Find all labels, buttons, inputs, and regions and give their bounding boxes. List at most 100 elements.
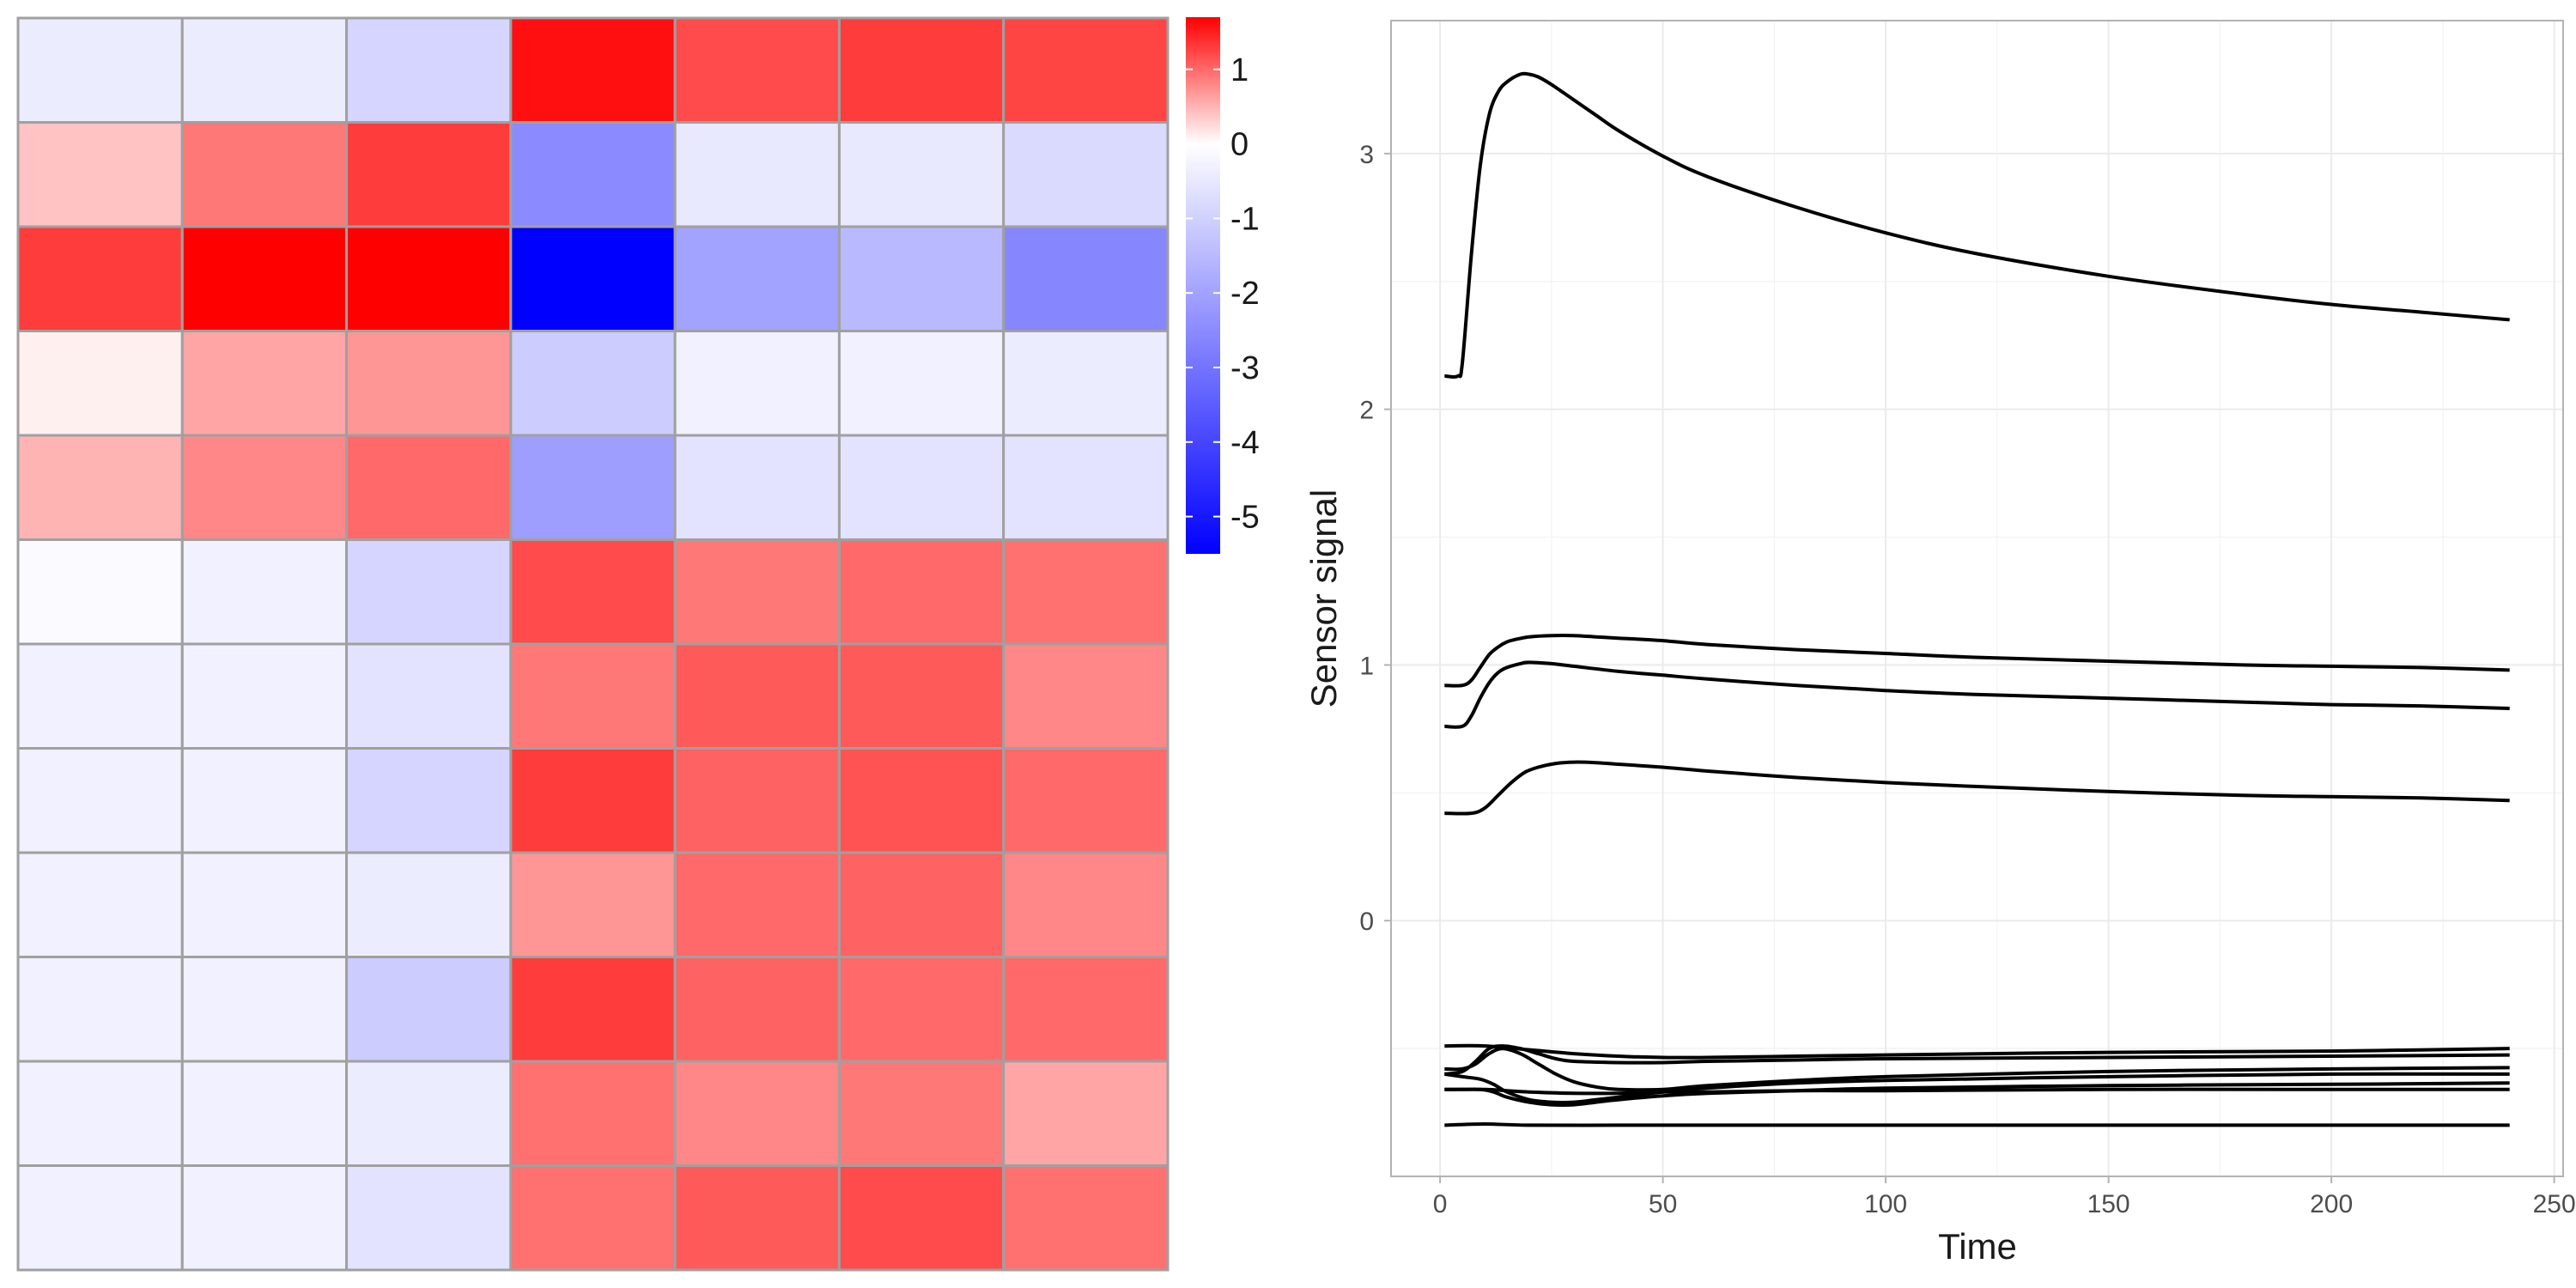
heatmap-cell bbox=[16, 851, 184, 958]
heatmap-cell bbox=[673, 330, 841, 437]
heatmap-cell bbox=[837, 747, 1005, 854]
heatmap-cell bbox=[1002, 225, 1170, 332]
series-line-s6 bbox=[1444, 1044, 2510, 1076]
colorbar-tick-label: -1 bbox=[1230, 201, 1260, 237]
heatmap-cell bbox=[509, 956, 677, 1063]
heatmap-cell bbox=[1002, 538, 1170, 646]
heatmap-cell bbox=[16, 121, 184, 228]
heatmap-cell bbox=[673, 16, 841, 124]
x-tick-label: 100 bbox=[1864, 1190, 1907, 1218]
colorbar-tick-label: -4 bbox=[1230, 425, 1260, 461]
heatmap-cell bbox=[837, 538, 1005, 646]
heatmap-cell bbox=[673, 642, 841, 750]
heatmap-cell bbox=[345, 121, 513, 228]
heatmap-cell bbox=[1002, 851, 1170, 958]
series-line-s4 bbox=[1444, 760, 2510, 816]
heatmap-cell bbox=[1002, 956, 1170, 1063]
heatmap-cell bbox=[1002, 330, 1170, 437]
heatmap-cell bbox=[509, 16, 677, 124]
heatmap-cell bbox=[180, 1164, 349, 1272]
y-tick-label: 0 bbox=[1359, 908, 1374, 936]
heatmap-cell bbox=[180, 956, 349, 1063]
colorbar: 1 0 -1 -2 -3 -4 -5 bbox=[1186, 17, 1260, 554]
x-tick-label: 200 bbox=[2310, 1190, 2353, 1218]
heatmap-cell bbox=[1002, 16, 1170, 124]
colorbar-gradient bbox=[1186, 17, 1220, 554]
heatmap-cell bbox=[837, 642, 1005, 750]
heatmap-cell bbox=[673, 851, 841, 958]
heatmap-cell bbox=[673, 225, 841, 332]
line-plot: 0 50 100 150 200 250 0 1 2 3 Time Sensor signal bbox=[1303, 20, 2576, 1267]
heatmap-cell bbox=[180, 434, 349, 541]
y-tick-label: 3 bbox=[1359, 141, 1374, 169]
heatmap-cell bbox=[509, 121, 677, 228]
heatmap-cell bbox=[16, 1060, 184, 1167]
heatmap-cell bbox=[180, 538, 349, 646]
heatmap-cell bbox=[509, 1164, 677, 1272]
heatmap-cell bbox=[837, 1164, 1005, 1272]
colorbar-ticks: 1 0 -1 -2 -3 -4 -5 bbox=[1186, 52, 1260, 536]
heatmap-cell bbox=[345, 16, 513, 124]
heatmap-cell bbox=[345, 956, 513, 1063]
heatmap: 1 0 -1 -2 -3 -4 -5 bbox=[16, 16, 1260, 1272]
heatmap-cell bbox=[1002, 642, 1170, 750]
heatmap-cell bbox=[837, 225, 1005, 332]
heatmap-cell bbox=[837, 121, 1005, 228]
heatmap-cell bbox=[16, 434, 184, 541]
heatmap-cell bbox=[837, 16, 1005, 124]
series-line-s9 bbox=[1444, 1081, 2510, 1107]
plot-panel bbox=[1391, 21, 2563, 1176]
heatmap-cell bbox=[180, 225, 349, 332]
heatmap-cell bbox=[509, 434, 677, 541]
heatmap-cell bbox=[16, 16, 184, 124]
heatmap-cell bbox=[180, 851, 349, 958]
heatmap-cell bbox=[673, 434, 841, 541]
heatmap-cell bbox=[837, 434, 1005, 541]
plot-gridlines bbox=[1391, 21, 2563, 1176]
series-line-s1 bbox=[1444, 71, 2510, 379]
heatmap-cell bbox=[673, 121, 841, 228]
heatmap-cell bbox=[509, 1060, 677, 1167]
heatmap-cell bbox=[345, 642, 513, 750]
colorbar-tick-label: -5 bbox=[1230, 500, 1260, 536]
heatmap-cell bbox=[180, 330, 349, 437]
heatmap-cell bbox=[345, 851, 513, 958]
heatmap-cell bbox=[16, 1164, 184, 1272]
heatmap-cell bbox=[673, 1060, 841, 1167]
series-line-s2 bbox=[1444, 633, 2510, 688]
plot-series bbox=[1444, 71, 2510, 1127]
heatmap-cell bbox=[16, 956, 184, 1063]
heatmap-cell bbox=[837, 330, 1005, 437]
heatmap-cell bbox=[509, 225, 677, 332]
heatmap-cell bbox=[345, 225, 513, 332]
heatmap-cell bbox=[509, 851, 677, 958]
series-line-s11 bbox=[1444, 1122, 2510, 1127]
x-axis-title: Time bbox=[1938, 1226, 2017, 1267]
heatmap-cell bbox=[673, 1164, 841, 1272]
x-tick-label: 0 bbox=[1433, 1190, 1448, 1218]
heatmap-cell bbox=[345, 330, 513, 437]
plot-ticks: 0 50 100 150 200 250 0 1 2 3 bbox=[1359, 141, 2575, 1218]
heatmap-cell bbox=[837, 956, 1005, 1063]
heatmap-cell bbox=[673, 538, 841, 646]
heatmap-cell bbox=[16, 225, 184, 332]
heatmap-cell bbox=[345, 434, 513, 541]
heatmap-cell bbox=[837, 1060, 1005, 1167]
heatmap-cell bbox=[837, 851, 1005, 958]
heatmap-cell bbox=[1002, 1060, 1170, 1167]
heatmap-cell bbox=[345, 1060, 513, 1167]
heatmap-cell bbox=[16, 538, 184, 646]
colorbar-tick-label: -3 bbox=[1230, 350, 1260, 386]
colorbar-tick-label: 1 bbox=[1230, 52, 1249, 88]
heatmap-cell bbox=[509, 330, 677, 437]
y-axis-title: Sensor signal bbox=[1303, 489, 1344, 708]
heatmap-cell bbox=[673, 747, 841, 854]
heatmap-cell bbox=[180, 16, 349, 124]
series-line-s10 bbox=[1444, 1087, 2510, 1096]
heatmap-cell bbox=[180, 747, 349, 854]
heatmap-cell bbox=[345, 747, 513, 854]
y-tick-label: 1 bbox=[1359, 652, 1374, 680]
heatmap-cell bbox=[345, 538, 513, 646]
series-line-s3 bbox=[1444, 660, 2510, 729]
